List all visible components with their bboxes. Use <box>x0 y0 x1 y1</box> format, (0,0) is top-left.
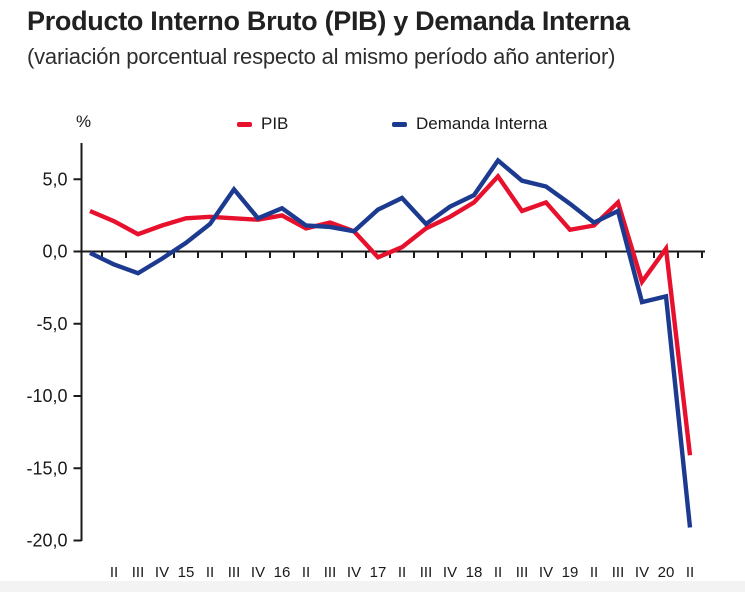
legend-label-pib: PIB <box>261 114 289 133</box>
x-axis-label: IV <box>635 564 649 581</box>
x-axis-label: II <box>590 564 598 581</box>
y-axis-label: 0,0 <box>42 242 67 262</box>
y-axis-label: -10,0 <box>26 386 67 406</box>
x-axis-label: IV <box>443 564 457 581</box>
x-axis-label: 16 <box>274 564 291 581</box>
x-axis-label: III <box>132 564 145 581</box>
y-axis-label: -15,0 <box>26 458 67 478</box>
pib-line <box>89 172 693 456</box>
x-axis-label: II <box>302 564 310 581</box>
demanda-interna-line <box>89 157 693 528</box>
page-subtitle: (variación porcentual respecto al mismo … <box>27 44 616 69</box>
x-axis-label: IV <box>155 564 169 581</box>
x-axis-label: IV <box>347 564 361 581</box>
x-axis-label: II <box>494 564 502 581</box>
y-axis-label: -20,0 <box>26 531 67 551</box>
x-axis-label: IV <box>251 564 265 581</box>
y-axis-label: -5,0 <box>36 314 67 334</box>
x-axis-label: III <box>228 564 241 581</box>
x-axis-label: 15 <box>178 564 195 581</box>
x-axis-label: III <box>324 564 337 581</box>
x-axis-label: II <box>398 564 406 581</box>
x-axis-label: III <box>420 564 433 581</box>
x-axis-label: IV <box>539 564 553 581</box>
x-axis-label: 18 <box>466 564 483 581</box>
legend-item-pib: PIB <box>237 112 288 136</box>
legend-label-demanda-interna: Demanda Interna <box>416 114 548 133</box>
x-axis-label: 19 <box>562 564 579 581</box>
x-axis-label: III <box>516 564 529 581</box>
page-title: Producto Interno Bruto (PIB) y Demanda I… <box>27 6 630 36</box>
y-axis-label: 5,0 <box>42 169 67 189</box>
y-axis-unit-label: % <box>76 112 92 131</box>
x-axis-label: II <box>686 564 694 581</box>
legend-item-demanda-interna: Demanda Interna <box>392 112 547 136</box>
x-axis-label: III <box>612 564 625 581</box>
chart-legend: PIB Demanda Interna <box>0 112 745 136</box>
x-axis-label: II <box>206 564 214 581</box>
pib-line-swatch <box>237 121 252 127</box>
demanda-interna-line-swatch <box>392 121 407 127</box>
x-axis-label: II <box>110 564 118 581</box>
x-axis-label: 17 <box>370 564 387 581</box>
x-axis-label: 20 <box>658 564 675 581</box>
bottom-strip <box>0 581 745 592</box>
